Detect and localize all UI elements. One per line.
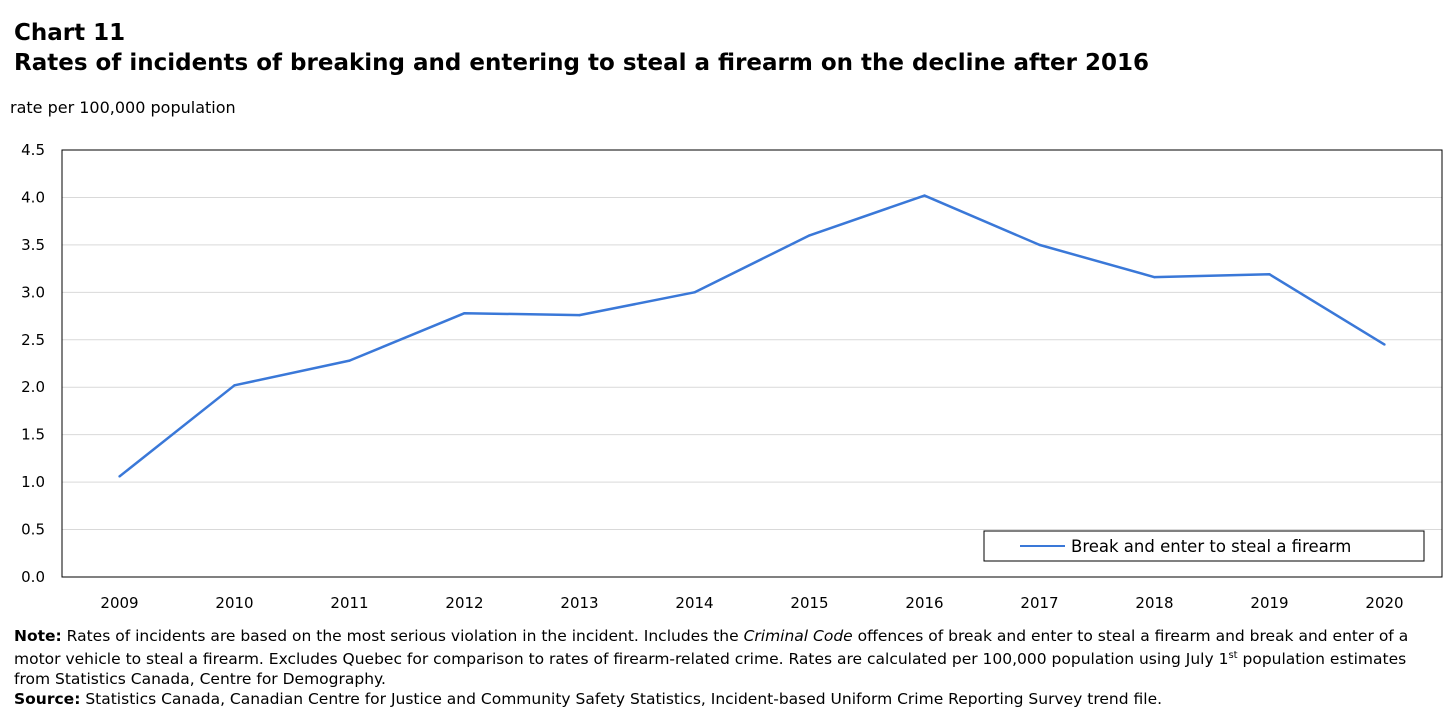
chart-number: Chart 11 xyxy=(14,20,126,46)
source-label: Source: xyxy=(14,690,81,709)
source-text: Statistics Canada, Canadian Centre for J… xyxy=(80,690,1163,709)
x-tick-label: 2009 xyxy=(100,594,138,612)
data-point xyxy=(463,312,466,315)
note-text-1: Rates of incidents are based on the most… xyxy=(61,627,744,645)
line-chart: 0.00.51.01.52.02.53.03.54.04.5 2009 2010 2… xyxy=(21,141,1443,612)
x-axis-ticks: 2009 2010 2011 2012 2013 2014 2015 2016 2017 2018… xyxy=(100,594,1403,612)
x-tick-label: 2017 xyxy=(1020,594,1058,612)
data-point xyxy=(1383,343,1386,346)
data-point xyxy=(578,313,581,317)
y-axis-ticks: 0.0 0.5 1.0 1.5 2.0 2.5 3.0 3.5 4.0 4.5 xyxy=(21,141,45,586)
note-text-2: offences of break and enter to steal a f… xyxy=(14,627,1409,669)
x-tick-label: 2013 xyxy=(560,594,598,612)
y-tick-label: 2.5 xyxy=(21,331,45,349)
data-point xyxy=(1038,243,1041,247)
chart-title: Rates of incidents of breaking and enter… xyxy=(14,50,1149,76)
x-tick-label: 2014 xyxy=(675,594,713,612)
data-point xyxy=(118,475,121,478)
x-tick-label: 2018 xyxy=(1135,594,1173,612)
x-tick-label: 2016 xyxy=(905,594,943,612)
series-group xyxy=(118,194,1386,478)
data-point xyxy=(693,291,696,294)
data-point xyxy=(923,194,926,197)
series-line xyxy=(118,194,1386,478)
source-paragraph: Source: Statistics Canada, Canadian Cent… xyxy=(14,689,1444,709)
y-tick-label: 4.0 xyxy=(21,188,45,206)
note-superscript: st xyxy=(1228,650,1238,661)
chart-title-block: Chart 11 Rates of incidents of breaking … xyxy=(14,18,1149,78)
x-tick-label: 2019 xyxy=(1250,594,1288,612)
data-point xyxy=(348,359,351,362)
y-tick-label: 4.5 xyxy=(21,141,45,159)
note-paragraph: Note: Rates of incidents are based on th… xyxy=(14,626,1444,689)
gridlines xyxy=(62,196,1442,531)
plot-area-frame xyxy=(61,149,1443,578)
x-tick-label: 2012 xyxy=(445,594,483,612)
y-tick-label: 1.5 xyxy=(21,426,45,444)
note-text-italic: Criminal Code xyxy=(743,627,853,645)
note-label: Note: xyxy=(14,627,62,645)
notes-section: Note: Rates of incidents are based on th… xyxy=(14,626,1444,709)
y-tick-label: 0.5 xyxy=(21,521,45,539)
legend-label: Break and enter to steal a firearm xyxy=(1071,537,1351,556)
data-point xyxy=(1268,273,1271,276)
data-point xyxy=(1153,275,1156,279)
y-tick-label: 3.0 xyxy=(21,283,45,301)
x-tick-label: 2015 xyxy=(790,594,828,612)
data-point xyxy=(808,234,811,237)
x-tick-label: 2020 xyxy=(1365,594,1403,612)
y-axis-unit-label: rate per 100,000 population xyxy=(10,98,236,117)
y-tick-label: 1.0 xyxy=(21,473,45,491)
x-tick-label: 2010 xyxy=(215,594,253,612)
legend: Break and enter to steal a firearm xyxy=(983,530,1425,562)
y-tick-label: 2.0 xyxy=(21,378,45,396)
x-tick-label: 2011 xyxy=(330,594,368,612)
y-tick-label: 0.0 xyxy=(21,568,45,586)
data-point xyxy=(233,384,236,387)
note-text-3: population estimates from Statistics Can… xyxy=(14,650,1407,689)
y-tick-label: 3.5 xyxy=(21,236,45,254)
